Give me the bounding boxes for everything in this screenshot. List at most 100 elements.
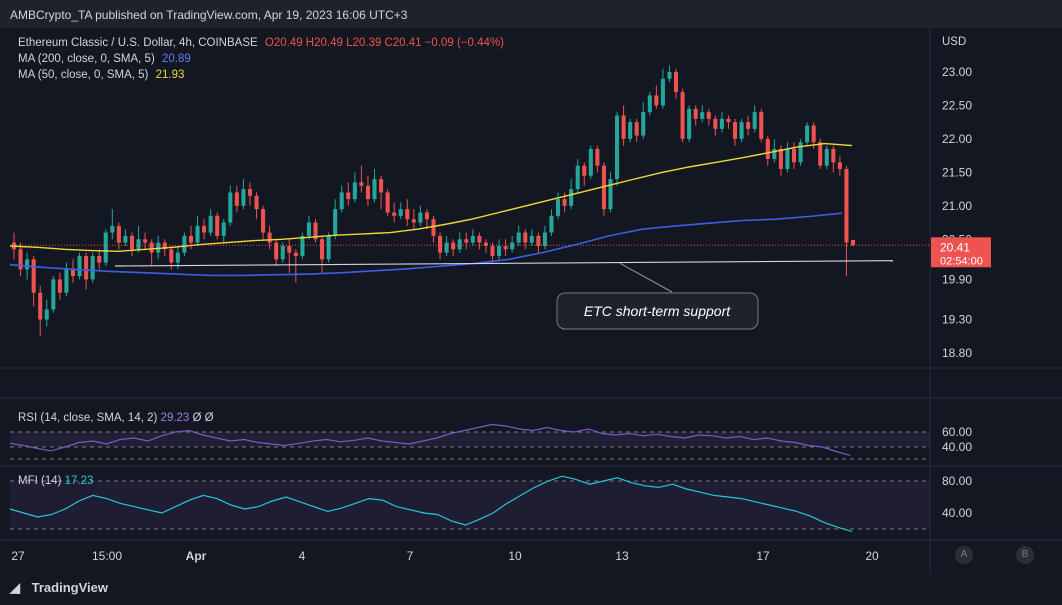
candle-body xyxy=(352,182,357,200)
mfi-line xyxy=(9,475,853,532)
candle-body xyxy=(162,242,167,250)
rsi-tick-label: 60.00 xyxy=(942,425,972,439)
candle-body xyxy=(706,112,711,119)
candle-body xyxy=(320,239,325,260)
candle-body xyxy=(306,222,311,236)
candle-body xyxy=(385,192,390,213)
candle-body xyxy=(208,215,213,233)
candle-body xyxy=(195,225,200,243)
candle-body xyxy=(497,245,502,256)
time-tick-label: Apr xyxy=(186,549,207,563)
candle-body xyxy=(483,242,488,246)
mfi-band xyxy=(10,481,930,529)
candle-body xyxy=(477,235,482,243)
price-tick-label: 19.30 xyxy=(942,313,972,327)
ma200-label: MA (200, close, 0, SMA, 5) xyxy=(18,53,155,65)
candle-body xyxy=(680,92,685,139)
time-tick-label: 10 xyxy=(508,549,522,563)
candle-body xyxy=(457,239,462,250)
price-tick-label: 21.00 xyxy=(942,199,972,213)
candle-body xyxy=(333,209,338,236)
mfi-tick-label: 40.00 xyxy=(942,506,972,520)
ma50-line xyxy=(9,142,853,253)
candle-body xyxy=(614,115,620,180)
candle-body xyxy=(274,242,279,260)
candle-body xyxy=(824,148,829,166)
candle-body xyxy=(687,108,692,139)
callout-text: ETC short-term support xyxy=(584,303,731,319)
candle-body xyxy=(510,242,515,250)
candle-body xyxy=(660,78,665,106)
rsi-extra: Ø Ø xyxy=(192,412,214,424)
mfi-legend: MFI (14) 17.23 xyxy=(18,475,93,487)
rsi-band xyxy=(10,432,930,447)
candle-body xyxy=(300,235,305,256)
candle-body xyxy=(470,235,475,243)
mfi-label: MFI (14) xyxy=(18,475,62,487)
candle-body xyxy=(405,209,410,220)
candle-body xyxy=(562,199,567,206)
candle-body xyxy=(837,162,842,170)
candle-body xyxy=(700,112,705,119)
candle-body xyxy=(588,148,593,176)
candle-body xyxy=(726,118,731,123)
price-tag-value: 20.41 xyxy=(940,240,970,254)
candle-body xyxy=(103,232,108,263)
candle-body xyxy=(451,242,456,250)
candle-body xyxy=(556,199,561,216)
price-tag-bg xyxy=(931,237,991,268)
candle-body xyxy=(51,279,56,310)
price-tag-countdown: 02:54:00 xyxy=(940,255,983,267)
price-tick-label: 21.50 xyxy=(942,165,972,179)
candle-body xyxy=(123,235,128,243)
candle-body xyxy=(25,259,30,270)
scale-b-button[interactable]: B xyxy=(1016,546,1034,564)
candle-body xyxy=(241,189,246,206)
candle-body xyxy=(641,112,646,136)
rsi-legend: RSI (14, close, SMA, 14, 2) 29.23 Ø Ø xyxy=(18,412,214,424)
candle-body xyxy=(84,255,89,280)
candle-body xyxy=(621,115,626,139)
candle-body xyxy=(116,225,121,243)
candle-body xyxy=(110,225,115,233)
candle-body xyxy=(536,235,541,246)
candle-body xyxy=(215,215,220,236)
time-tick-label: 13 xyxy=(615,549,629,563)
candle-body xyxy=(234,192,239,206)
candle-body xyxy=(811,125,816,143)
candle-body xyxy=(765,138,770,159)
brand-name: TradingView xyxy=(31,580,108,595)
candle-body xyxy=(169,249,174,263)
candle-body xyxy=(261,209,266,233)
price-tick-label: 18.80 xyxy=(942,346,972,360)
time-tick-label: 15:00 xyxy=(92,549,122,563)
ohlc-values: O20.49 H20.49 L20.39 C20.41 −0.09 (−0.44… xyxy=(264,37,504,49)
candle-body xyxy=(431,219,436,236)
candle-body xyxy=(693,108,698,119)
time-tick-label: 7 xyxy=(407,549,414,563)
candle-body xyxy=(149,242,154,253)
rsi-tick-label: 40.00 xyxy=(942,440,972,454)
candle-body xyxy=(175,252,180,263)
chart-canvas[interactable]: USD18.8019.3019.9020.5021.0021.5022.0022… xyxy=(0,28,1062,574)
candle-body xyxy=(339,192,344,210)
tradingview-logo[interactable]: ◢ TradingView xyxy=(10,580,108,596)
candle-body xyxy=(719,118,724,129)
candle-body xyxy=(424,212,429,220)
scale-auto-button[interactable]: A xyxy=(955,546,973,564)
candle-body xyxy=(516,232,521,243)
candle-body xyxy=(667,72,672,79)
ma200-value: 20.89 xyxy=(161,53,191,65)
candle-body xyxy=(188,235,194,243)
candle-body xyxy=(542,232,547,246)
candle-body xyxy=(129,235,135,250)
candle-body xyxy=(791,148,797,163)
candle-body xyxy=(136,239,141,250)
candle-body xyxy=(608,179,613,210)
candle-body xyxy=(746,122,751,129)
candle-body xyxy=(752,112,757,129)
candle-body xyxy=(464,239,469,243)
candle-body xyxy=(503,245,508,250)
candle-body xyxy=(247,189,253,196)
candle-body xyxy=(57,279,62,293)
